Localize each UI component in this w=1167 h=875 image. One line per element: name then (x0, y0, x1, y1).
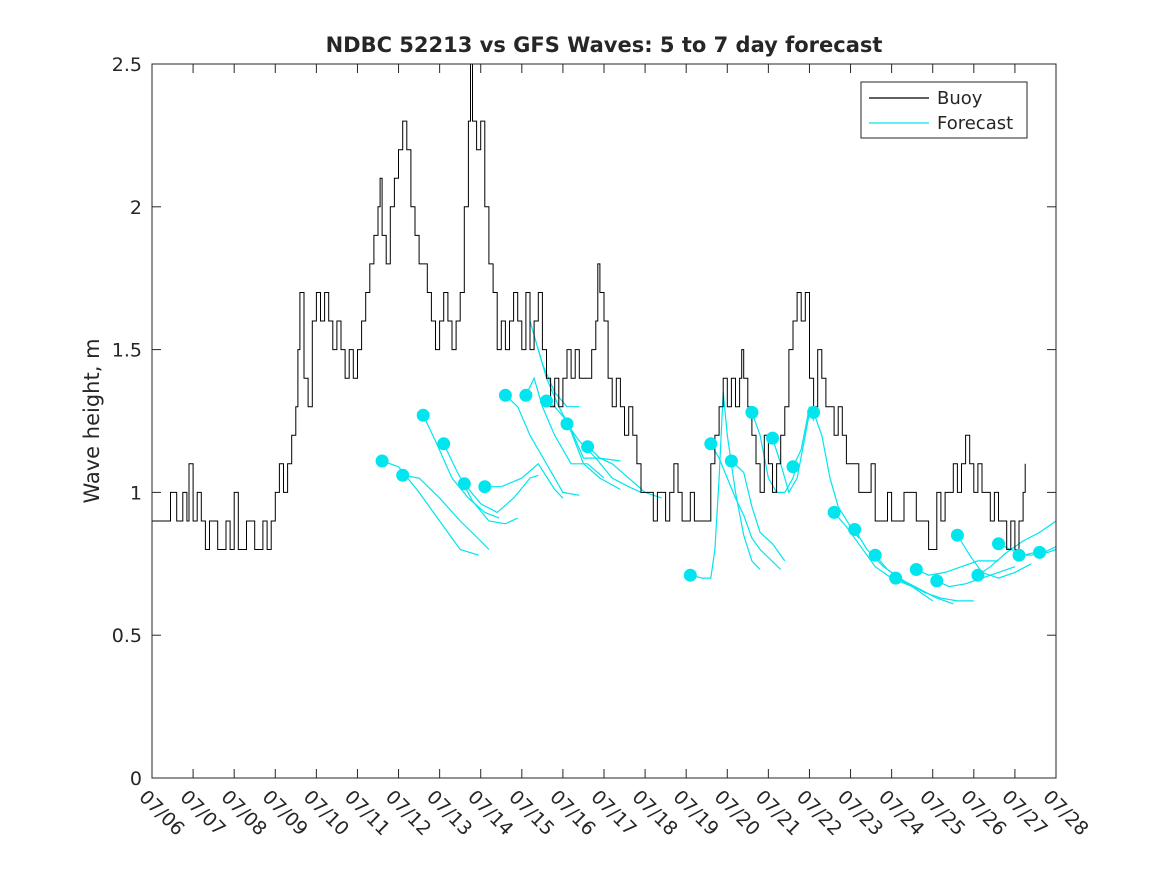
forecast-run-line (874, 554, 954, 605)
y-tick-label: 2.5 (112, 54, 142, 76)
forecast-start-marker (478, 480, 492, 494)
forecast-start-marker (848, 523, 862, 536)
legend-label: Forecast (937, 113, 1013, 134)
forecast-start-marker (416, 408, 430, 422)
forecast-start-marker (1012, 548, 1026, 562)
buoy-line (152, 64, 1026, 550)
y-tick-label: 2 (130, 197, 142, 219)
forecast-run-line (463, 474, 539, 514)
forecast-start-marker (724, 454, 738, 468)
y-tick-label: 0 (130, 768, 142, 790)
forecast-start-marker (519, 388, 533, 402)
forecast-start-marker (540, 394, 553, 408)
forecast-run-line (998, 543, 1056, 556)
legend-label: Buoy (937, 88, 983, 109)
forecast-start-marker (683, 568, 697, 582)
forecast-start-marker (396, 468, 410, 482)
forecast-start-marker (745, 405, 759, 419)
forecast-run-line (546, 400, 621, 491)
axes-background (152, 64, 1056, 778)
forecast-start-marker (1033, 545, 1047, 559)
legend: Buoy Forecast (860, 81, 1028, 139)
y-tick-label: 0.5 (112, 625, 142, 647)
forecast-run-line (484, 462, 564, 499)
forecast-run-line (956, 534, 1032, 579)
series-layer (152, 64, 1056, 605)
forecast-run-line (916, 560, 999, 576)
plot-area: 07/0607/0707/0807/0907/1007/1107/1207/13… (112, 54, 1093, 840)
forecast-start-marker (560, 417, 574, 431)
forecast-start-marker (889, 571, 903, 585)
forecast-run-line (587, 446, 662, 499)
forecast-start-marker (457, 477, 471, 491)
axes-box (151, 63, 1057, 779)
forecast-start-marker (375, 454, 389, 468)
forecast-run-line (525, 376, 605, 479)
forecast-run-line (402, 474, 490, 550)
forecast-start-marker (868, 548, 882, 562)
forecast-start-marker (930, 574, 944, 588)
forecast-run-line (936, 566, 1016, 588)
forecast-start-marker (766, 431, 779, 445)
forecast-start-marker (786, 460, 800, 474)
forecast-run-line (895, 577, 974, 602)
forecast-start-marker (827, 505, 841, 519)
forecast-start-marker (498, 388, 512, 402)
forecast-run-line (566, 423, 642, 493)
forecast-run-line (443, 443, 518, 525)
y-axis-label: Wave height, m (80, 338, 104, 503)
y-tick-label: 1.5 (112, 340, 142, 362)
forecast-run-line (504, 394, 580, 496)
forecast-start-marker (950, 528, 964, 542)
forecast-run-line (381, 460, 479, 556)
forecast-start-marker (971, 568, 985, 582)
forecast-run-line (710, 443, 782, 570)
chart-title: NDBC 52213 vs GFS Waves: 5 to 7 day fore… (326, 33, 883, 57)
forecast-start-marker (992, 537, 1005, 551)
forecast-start-marker (437, 437, 451, 451)
forecast-start-marker (909, 563, 923, 576)
forecast-start-marker (581, 440, 595, 454)
legend-box (860, 81, 1028, 139)
forecast-run-line (730, 460, 786, 562)
y-tick-label: 1 (130, 482, 142, 504)
forecast-start-marker (704, 437, 718, 451)
forecast-start-marker (807, 405, 821, 419)
forecast-run-line (771, 412, 811, 494)
